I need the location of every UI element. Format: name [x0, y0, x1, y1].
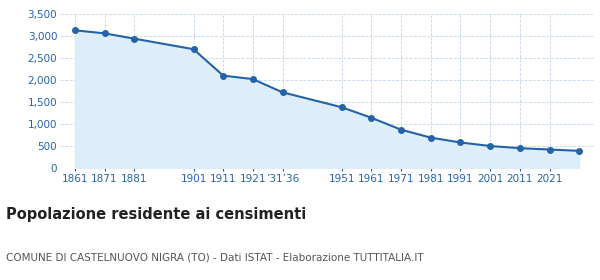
Text: Popolazione residente ai censimenti: Popolazione residente ai censimenti [6, 207, 306, 222]
Text: COMUNE DI CASTELNUOVO NIGRA (TO) - Dati ISTAT - Elaborazione TUTTITALIA.IT: COMUNE DI CASTELNUOVO NIGRA (TO) - Dati … [6, 252, 424, 262]
